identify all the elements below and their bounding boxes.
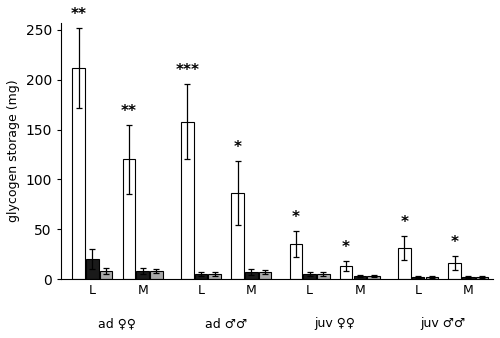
Bar [86, 259, 99, 279]
Bar [245, 272, 258, 279]
Bar [72, 68, 85, 279]
Bar [231, 193, 244, 279]
Bar [122, 160, 135, 279]
Text: *: * [400, 215, 408, 230]
Bar [340, 266, 352, 279]
Bar [150, 271, 162, 279]
Bar [412, 277, 424, 279]
Bar [398, 248, 410, 279]
Bar [136, 271, 149, 279]
Text: **: ** [70, 7, 86, 22]
Bar [100, 271, 112, 279]
Bar [368, 276, 380, 279]
Bar [181, 122, 194, 279]
Bar [304, 274, 316, 279]
Text: ad ♂♂: ad ♂♂ [205, 317, 247, 331]
Text: *: * [292, 210, 300, 225]
Text: *: * [451, 235, 459, 250]
Bar [354, 276, 366, 279]
Text: **: ** [121, 104, 137, 119]
Bar [426, 277, 438, 279]
Bar [476, 277, 488, 279]
Y-axis label: glycogen storage (mg): glycogen storage (mg) [7, 80, 20, 222]
Bar [194, 274, 207, 279]
Text: juv ♂♂: juv ♂♂ [420, 317, 466, 331]
Bar [258, 272, 272, 279]
Text: ***: *** [175, 63, 199, 78]
Text: *: * [234, 141, 241, 155]
Text: *: * [342, 240, 350, 255]
Bar [317, 274, 330, 279]
Bar [448, 263, 461, 279]
Bar [462, 277, 475, 279]
Text: juv ♀♀: juv ♀♀ [314, 317, 355, 331]
Bar [208, 274, 221, 279]
Bar [290, 244, 302, 279]
Text: ad ♀♀: ad ♀♀ [98, 317, 136, 331]
